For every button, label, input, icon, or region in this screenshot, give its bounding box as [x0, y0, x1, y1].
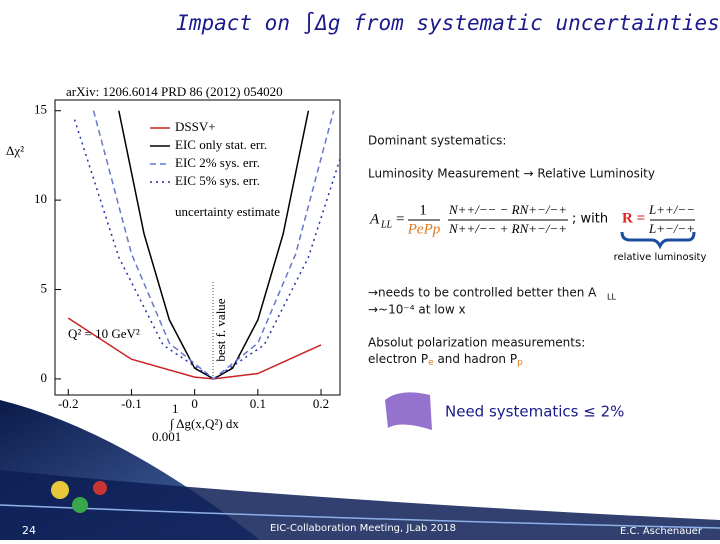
plot-frame	[54, 99, 341, 396]
x-tick-label: -0.1	[121, 396, 142, 411]
y-axis-label: Δχ²	[6, 143, 24, 158]
formula-part: =	[396, 211, 404, 227]
formula-part: N++/−− − RN+−/−+	[448, 202, 567, 217]
plot-area	[67, 110, 340, 380]
legend-label: EIC only stat. err.	[175, 137, 267, 152]
series-line	[73, 119, 340, 380]
annotation: uncertainty estimate	[175, 204, 280, 219]
y-tick-label: 0	[41, 370, 48, 385]
ball	[51, 481, 69, 499]
y-tick-label: 15	[34, 102, 47, 117]
text: p	[517, 358, 523, 368]
text: Absolut polarization measurements:	[368, 336, 585, 350]
arrow-icon	[385, 392, 432, 430]
slide-title: Impact on ∫Δg from systematic uncertaint…	[176, 11, 720, 35]
legend-label: DSSV+	[175, 119, 216, 134]
text: e	[428, 358, 434, 368]
x-tick-label: 0.2	[313, 396, 329, 411]
formula-part: L++/−−	[648, 202, 695, 217]
page-number: 24	[22, 524, 36, 537]
swoosh-line	[0, 504, 720, 529]
formula-part: R =	[622, 210, 645, 226]
legend-label: EIC 2% sys. err.	[175, 155, 260, 170]
brace	[620, 231, 696, 250]
x-tick-label: 0	[191, 396, 198, 411]
text: relative luminosity	[614, 252, 707, 263]
x-label-upper: 1	[172, 401, 179, 416]
text: electron P	[368, 352, 428, 366]
formula-part: PePp	[407, 221, 441, 237]
text: Need systematics ≤ 2%	[445, 403, 624, 421]
series-line	[67, 317, 322, 380]
legend-label: EIC 5% sys. err.	[175, 173, 260, 188]
text: and hadron P	[434, 352, 517, 366]
text: →needs to be controlled better then A	[368, 286, 597, 300]
ball	[72, 497, 88, 513]
ball	[93, 481, 107, 495]
annotation: best f. value	[213, 298, 228, 361]
x-label-lower: 0.001	[152, 429, 181, 444]
x-tick-label: -0.2	[58, 396, 79, 411]
author: E.C. Aschenauer	[620, 526, 703, 537]
formula-part: 1	[419, 202, 427, 218]
x-axis-label: ∫ Δg(x,Q²) dx	[169, 416, 239, 432]
text: electron Pe and hadron Pp	[368, 352, 523, 368]
x-tick-label: 0.1	[250, 396, 266, 411]
y-tick-label: 5	[41, 280, 48, 295]
formula-part: ; with	[572, 212, 608, 227]
text: Luminosity Measurement → Relative Lumino…	[368, 167, 655, 181]
swoosh-band	[0, 470, 720, 540]
formula: A LL = 1 PePp N++/−− − RN+−/−+ N++/−− + …	[369, 202, 695, 237]
y-tick-label: 10	[34, 191, 47, 206]
series-line	[92, 110, 335, 380]
formula-part: A	[369, 211, 380, 227]
formula-part: LL	[380, 219, 393, 230]
formula-part: N++/−− + RN+−/−+	[448, 221, 567, 236]
formula-part: L+−/−+	[648, 221, 695, 236]
source: arXiv: 1206.6014 PRD 86 (2012) 054020	[66, 84, 283, 99]
text: LL	[607, 293, 616, 302]
text: →~10⁻⁴ at low x	[368, 303, 466, 317]
annotation: Q² = 10 GeV²	[68, 326, 140, 341]
footer: EIC-Collaboration Meeting, JLab 2018	[270, 523, 456, 534]
text: Dominant systematics:	[368, 134, 506, 148]
